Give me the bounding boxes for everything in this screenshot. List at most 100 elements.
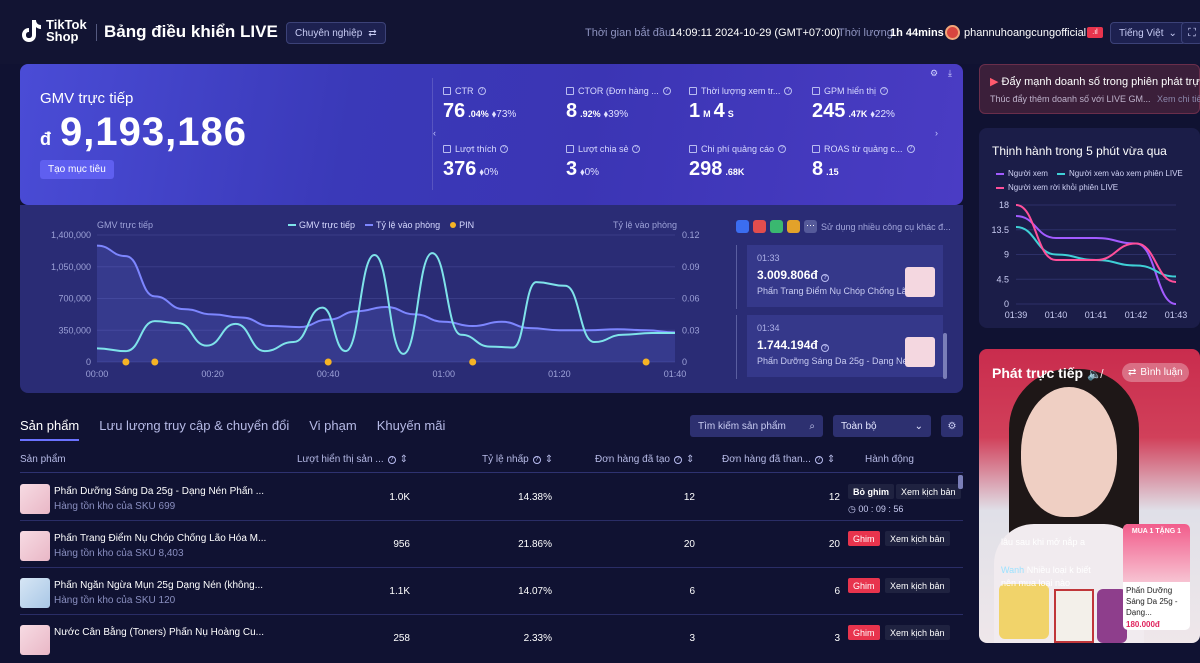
more-tools-icon[interactable]: ⋯ [804, 220, 817, 233]
pin-button[interactable]: Ghim [848, 578, 880, 593]
kpi-likes[interactable]: Lượt thích? 376 ⬧0% [443, 144, 567, 181]
kpi-unit: .92% [580, 109, 601, 119]
kpi-checkbox[interactable] [566, 145, 574, 153]
kpi-checkbox[interactable] [443, 145, 451, 153]
tool-coupon-icon[interactable] [787, 220, 800, 233]
gmv-value: đ 9,193,186 [40, 110, 247, 155]
pin-product-name: Phấn Dưỡng Sáng Da 25g - Dạng Né... [757, 356, 907, 366]
language-select[interactable]: Tiếng Việt ⌄ [1110, 22, 1186, 44]
kpi-roas[interactable]: ROAS từ quảng c...? 8.15 [812, 144, 936, 181]
tool-voucher-icon[interactable] [770, 220, 783, 233]
tiktok-logo-icon [22, 20, 41, 42]
promo-alert[interactable]: ▶ Đẩy mạnh doanh số trong phiên phát trự… [979, 64, 1200, 114]
legend-rate[interactable]: Tỷ lệ vào phòng [365, 220, 440, 230]
featured-product-image: MUA 1 TẶNG 1 [1123, 524, 1190, 582]
comment-toggle-button[interactable]: ⇄ Bình luận [1122, 363, 1189, 382]
kpi-ctor[interactable]: CTOR (Đơn hàng ...? 8.92% ⬧39% [566, 86, 690, 123]
pin-button[interactable]: Ghim [848, 531, 880, 546]
kpi-value: 3 [566, 158, 578, 180]
view-script-button[interactable]: Xem kịch bản [885, 578, 950, 593]
product-name[interactable]: Phấn Trang Điểm Nụ Chóp Chống Lão Hóa M.… [54, 533, 267, 544]
chevron-down-icon: ⌄ [914, 420, 923, 432]
tab-violations[interactable]: Vi phạm [309, 418, 357, 433]
view-script-button[interactable]: Xem kịch bản [896, 484, 961, 499]
kpi-delta: ⬧22% [870, 109, 895, 120]
kpi-shares[interactable]: Lượt chia sẻ? 3 ⬧0% [566, 144, 690, 181]
help-icon: ? [814, 455, 823, 464]
kpi-watch-time[interactable]: Thời lượng xem tr...? 1 M 4 S [689, 86, 813, 123]
kpi-checkbox[interactable] [812, 87, 820, 95]
kpi-prev-arrow[interactable]: ‹ [433, 128, 436, 138]
pin-button[interactable]: Ghim [848, 625, 880, 640]
pin-scrollbar[interactable] [943, 333, 947, 379]
table-row[interactable]: Phấn Dưỡng Sáng Da 25g - Dạng Nén Phấn .… [20, 474, 963, 521]
kpi-checkbox[interactable] [689, 145, 697, 153]
col-orders-created[interactable]: Đơn hàng đã tạo? ⇕ [595, 454, 695, 465]
sort-icon: ⇕ [544, 454, 554, 465]
create-target-button[interactable]: Tạo mục tiêu [40, 160, 114, 179]
kpi-checkbox[interactable] [812, 145, 820, 153]
filter-select[interactable]: Toàn bộ ⌄ [833, 415, 931, 437]
product-name[interactable]: Nước Cân Bằng (Toners) Phấn Nụ Hoàng Cu.… [54, 627, 265, 638]
fullscreen-button[interactable]: ⛶ [1181, 22, 1200, 44]
col-views[interactable]: Lượt hiển thị sản ...? ⇕ [297, 454, 409, 465]
tab-promotions[interactable]: Khuyến mãi [376, 418, 446, 433]
sort-icon: ⇕ [685, 454, 695, 465]
kpi-checkbox[interactable] [689, 87, 697, 95]
settings-icon[interactable]: ⚙ [930, 68, 939, 78]
product-name[interactable]: Phấn Ngăn Ngừa Mụn 25g Dạng Nén (không..… [54, 580, 264, 591]
download-icon[interactable]: ⤓ [948, 68, 952, 78]
kpi-value: 245 [812, 100, 846, 122]
featured-product-card[interactable]: MUA 1 TẶNG 1 Phấn Dưỡng Sáng Da 25g - Dạ… [1123, 524, 1190, 630]
tool-shield-icon[interactable] [736, 220, 749, 233]
product-search-input[interactable]: Tìm kiếm sản phẩm ⌕ [690, 415, 823, 437]
trend-legend-leave[interactable]: Người xem rời khỏi phiên LIVE [996, 183, 1118, 192]
views-cell: 1.0K [389, 492, 410, 503]
tab-traffic[interactable]: Lưu lượng truy cập & chuyển đổi [99, 418, 290, 433]
y-left-tick-label: 700,000 [58, 294, 91, 304]
rate-series-line [96, 244, 676, 334]
kpi-checkbox[interactable] [566, 87, 574, 95]
product-name[interactable]: Phấn Dưỡng Sáng Da 25g - Dạng Nén Phấn .… [54, 486, 265, 497]
gmv-line-chart: 1,400,000 1,050,000 700,000 350,000 0 0.12 0.0… [51, 230, 700, 379]
account-avatar[interactable] [945, 25, 960, 40]
help-icon: ? [906, 145, 915, 153]
trend-line-chart: 18 13.5 9 4.5 001:39 01:40 01:41 01:42 01:43 [991, 200, 1187, 320]
pin-item[interactable]: 01:34 1.744.194đ ? Phấn Dưỡng Sáng Da 25… [736, 315, 943, 379]
col-ctr[interactable]: Tỷ lệ nhấp? ⇕ [482, 454, 554, 465]
table-scrollbar[interactable] [958, 475, 963, 489]
gmv-number: 9,193,186 [60, 110, 247, 154]
mode-switch-button[interactable]: Chuyên nghiệp ⇄ [286, 22, 386, 44]
pin-marker [642, 358, 650, 366]
y-left-tick-label: 350,000 [58, 325, 91, 335]
start-time-value: 14:09:11 2024-10-29 (GMT+07:00) [670, 27, 841, 39]
kpi-gpm[interactable]: GPM hiển thị? 245.47K ⬧22% [812, 86, 936, 123]
table-settings-button[interactable]: ⚙ [941, 415, 963, 437]
kpi-checkbox[interactable] [443, 87, 451, 95]
created-cell: 12 [683, 492, 695, 503]
kpi-ctr[interactable]: CTR? 76.04% ⬧73% [443, 86, 567, 123]
help-icon: ? [880, 87, 889, 95]
table-row[interactable]: Phấn Trang Điểm Nụ Chóp Chống Lão Hóa M.… [20, 521, 963, 568]
trend-legend-join[interactable]: Người xem vào xem phiên LIVE [1057, 169, 1183, 178]
kpi-delta: ⬧39% [603, 109, 629, 120]
legend-gmv[interactable]: GMV trực tiếp [288, 220, 355, 230]
view-script-button[interactable]: Xem kịch bản [885, 625, 950, 640]
help-icon: ? [632, 145, 641, 153]
gmv-currency: đ [40, 129, 52, 149]
table-row[interactable]: Phấn Ngăn Ngừa Mụn 25g Dạng Nén (không..… [20, 568, 963, 615]
tab-products[interactable]: Sản phẩm [20, 418, 80, 441]
view-script-button[interactable]: Xem kịch bản [885, 531, 950, 546]
tool-gift-icon[interactable] [753, 220, 766, 233]
table-row[interactable]: Nước Cân Bằng (Toners) Phấn Nụ Hoàng Cu.… [20, 615, 963, 655]
col-orders-paid[interactable]: Đơn hàng đã than...? ⇕ [722, 454, 836, 465]
kpi-ad-cost[interactable]: Chi phí quảng cáo? 298.68K [689, 144, 813, 181]
views-cell: 956 [393, 539, 410, 550]
kpi-next-arrow[interactable]: › [935, 128, 938, 138]
legend-pin[interactable]: PIN [450, 220, 474, 230]
alert-link[interactable]: Xem chi tiết [1157, 94, 1200, 104]
unpin-button[interactable]: Bỏ ghim [848, 484, 894, 499]
kpi-unit: M [703, 109, 711, 119]
pin-item[interactable]: 01:33 3.009.806đ ? Phấn Trang Điểm Nụ Ch… [736, 245, 943, 309]
trend-legend-viewers[interactable]: Người xem [996, 169, 1048, 178]
